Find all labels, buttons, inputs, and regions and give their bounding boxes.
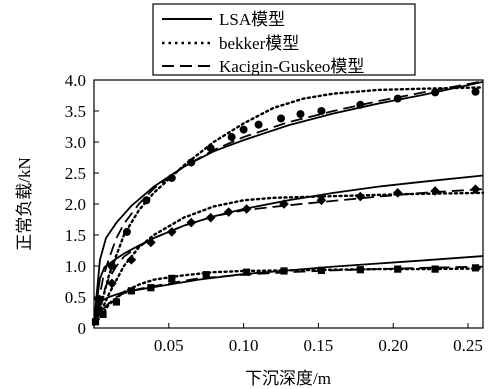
data-point-diamond	[223, 207, 234, 217]
data-point-diamond	[316, 195, 327, 206]
data-point-square	[202, 271, 210, 279]
data-point-diamond	[126, 255, 137, 265]
data-point-square	[394, 265, 402, 273]
data-point-diamond	[392, 188, 403, 198]
data-point-circle	[94, 294, 103, 303]
series-line-dotted-low	[92, 267, 485, 327]
data-point-square	[471, 264, 480, 272]
data-point-circle	[227, 133, 236, 142]
y-tick-label: 3.5	[65, 102, 86, 121]
data-point-square	[280, 267, 288, 275]
data-point-circle	[471, 87, 480, 96]
data-point-circle	[107, 262, 116, 270]
data-point-diamond	[241, 204, 252, 214]
data-point-diamond	[205, 212, 216, 223]
x-tick-label: 0.25	[453, 336, 483, 355]
data-point-diamond	[107, 278, 117, 289]
y-tick-label: 0	[78, 319, 87, 338]
data-point-diamond	[430, 186, 440, 196]
data-point-square	[112, 298, 121, 306]
x-tick-label: 0.15	[304, 336, 334, 355]
series-line-dotted-high	[92, 86, 485, 327]
data-point-diamond	[279, 199, 289, 209]
data-point-square	[168, 274, 176, 282]
data-point-circle	[167, 173, 176, 182]
data-point-diamond	[355, 191, 366, 202]
legend-label-bekker: bekker模型	[219, 34, 299, 53]
legend-label-lsa: LSA模型	[219, 10, 285, 29]
ticks: 0.05 0.10 0.15 0.20 0.25 0 0.5 1.0 1.5 2.0 2.5 3.0 3…	[65, 71, 483, 355]
data-point-square	[147, 284, 155, 292]
data-point-square	[91, 318, 100, 326]
data-point-square	[99, 310, 107, 318]
data-point-diamond	[93, 303, 104, 313]
data-point-circle	[317, 107, 326, 115]
data-point-circle	[296, 110, 305, 119]
data-point-circle	[393, 94, 402, 103]
legend-label-kacigin: Kacigin-Guskeo模型	[219, 57, 364, 76]
data-point-circle	[431, 88, 440, 97]
x-tick-label: 0.05	[154, 336, 184, 355]
y-tick-label: 1.0	[65, 257, 86, 276]
data-point-diamond	[186, 217, 197, 228]
data-point-circle	[206, 144, 215, 153]
data-point-circle	[356, 100, 365, 109]
y-tick-label: 0.5	[65, 288, 86, 307]
data-point-circle	[187, 158, 196, 167]
legend: LSA模型 bekker模型 Kacigin-Guskeo模型	[152, 3, 416, 76]
y-tick-label: 4.0	[65, 71, 86, 90]
x-axis-title: 下沉深度/m	[245, 369, 331, 388]
x-tick-label: 0.20	[378, 336, 408, 355]
data-point-square	[127, 287, 136, 295]
data-point-circle	[142, 196, 151, 205]
y-tick-label: 1.5	[65, 226, 86, 245]
data-point-circle	[239, 125, 248, 134]
y-axis-title: 正常负载/kN	[15, 157, 34, 251]
data-point-diamond	[470, 184, 481, 194]
data-point-square	[356, 266, 364, 274]
data-point-circle	[254, 120, 263, 129]
series-line-dashed-low	[93, 265, 484, 326]
x-tick-label: 0.10	[229, 336, 259, 355]
y-tick-label: 3.0	[65, 133, 86, 152]
legend-box	[152, 3, 416, 76]
data-point-square	[243, 268, 251, 276]
series-line-solid-low	[93, 255, 484, 326]
data-point-square	[317, 266, 326, 274]
data-point-square	[431, 265, 439, 273]
data-point-diamond	[167, 227, 177, 237]
y-tick-label: 2.0	[65, 195, 86, 214]
data-point-circle	[122, 227, 131, 236]
series-line-dotted-mid	[92, 191, 485, 327]
data-point-circle	[277, 114, 286, 123]
measured-points	[91, 87, 481, 326]
y-tick-label: 2.5	[65, 164, 86, 183]
data-point-diamond	[146, 237, 156, 248]
